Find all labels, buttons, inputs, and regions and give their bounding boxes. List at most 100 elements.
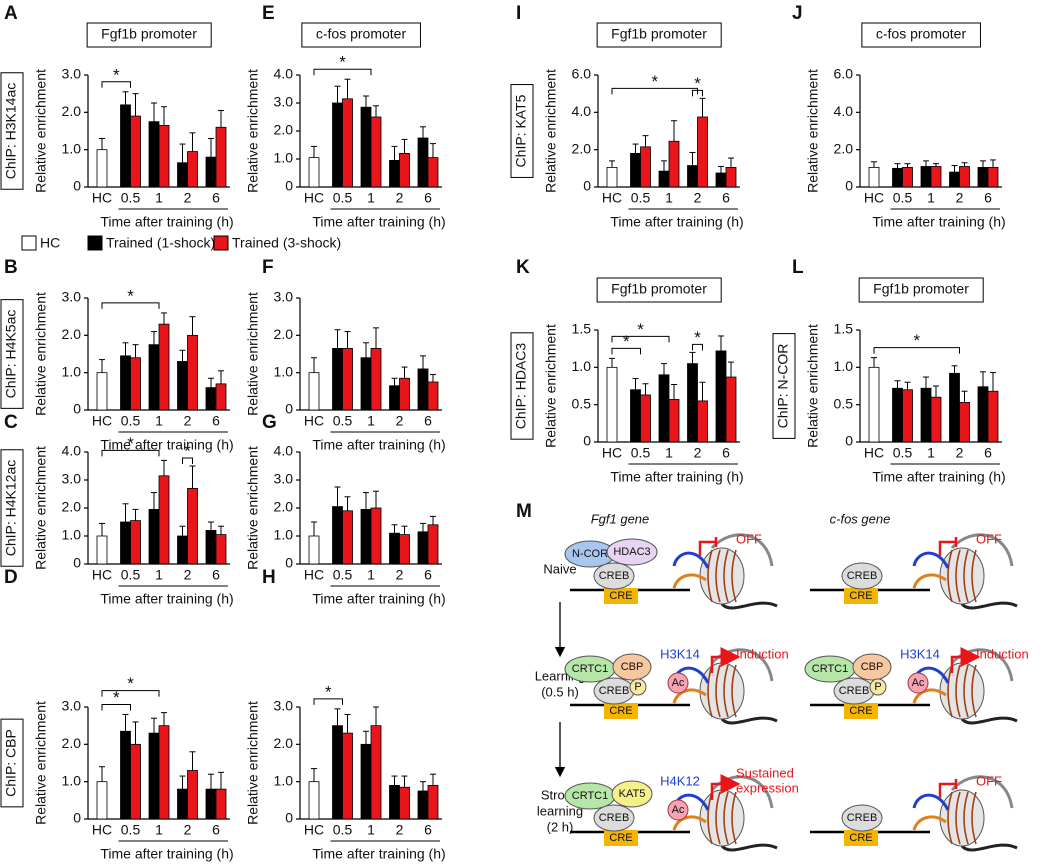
bar: [668, 140, 680, 188]
bar: [158, 323, 170, 411]
y-axis-label: Relative enrichment: [245, 69, 261, 193]
status-label: OFF: [736, 531, 762, 546]
x-axis-label: Time after training (h): [100, 846, 233, 862]
protein-label: CREB: [847, 570, 878, 582]
nucleosome: [939, 789, 985, 847]
y-tick-label: 2.0: [274, 499, 294, 515]
x-tick-label: 1: [155, 190, 163, 206]
panel-title: Fgf1b promoter: [101, 26, 197, 42]
bar: [308, 157, 320, 188]
histone-tail: [912, 688, 947, 704]
acetyl-mark: [667, 672, 689, 694]
x-tick-label: 1: [155, 567, 163, 583]
x-tick-label: 6: [424, 567, 432, 583]
cre-label: CRE: [849, 705, 872, 717]
y-axis-label: Relative enrichment: [33, 292, 49, 416]
bar: [130, 743, 141, 820]
x-tick-label: 2: [396, 822, 404, 838]
bar: [332, 506, 343, 565]
x-tick-label: 0.5: [333, 567, 353, 583]
nucleosome-dna: [955, 664, 961, 718]
significance-star: *: [184, 441, 191, 460]
y-tick-label: 1.5: [834, 321, 854, 337]
nucleosome-dna: [723, 549, 729, 603]
x-tick-label: 0.5: [121, 190, 141, 206]
x-axis-label: Time after training (h): [610, 214, 743, 230]
protein-label: CBP: [861, 661, 884, 673]
nucleosome-dna: [723, 791, 729, 845]
bar: [902, 389, 913, 443]
bar: [930, 396, 942, 443]
histone-tail: [912, 815, 947, 831]
status-label: expression: [736, 780, 799, 795]
x-tick-label: 0.5: [121, 567, 141, 583]
chip-label: ChIP: HDAC3: [513, 343, 529, 430]
x-tick-label: 2: [694, 445, 702, 461]
bar: [308, 372, 320, 411]
protein-label: CBP: [621, 661, 644, 673]
nucleosome-dna: [955, 549, 961, 603]
x-tick-label: 2: [184, 190, 192, 206]
protein-label: P: [874, 681, 881, 693]
x-tick-label: 1: [367, 190, 375, 206]
bar: [640, 394, 651, 443]
bar: [187, 770, 198, 820]
x-tick-label: 0.5: [333, 190, 353, 206]
nucleosome-dna: [731, 791, 737, 845]
bar: [902, 166, 913, 188]
x-tick-label: 6: [424, 190, 432, 206]
panel-title: Fgf1b promoter: [873, 281, 969, 297]
nucleosome-dna: [715, 664, 721, 718]
bar: [389, 532, 400, 565]
bar: [606, 366, 618, 443]
x-tick-label: HC: [602, 190, 622, 206]
chip-box: [0, 72, 24, 190]
bar: [417, 137, 429, 188]
panel-letter: K: [516, 257, 530, 278]
bar: [892, 167, 903, 188]
bar: [920, 387, 932, 443]
x-tick-label: 2: [956, 190, 964, 206]
bar: [96, 149, 108, 188]
dna-wrap: [720, 601, 778, 610]
significance-star: *: [623, 332, 630, 351]
legend-swatch: [21, 235, 37, 251]
bar: [630, 389, 641, 443]
x-tick-label: 6: [424, 822, 432, 838]
dna-wrap: [960, 601, 1018, 610]
y-tick-label: 1.0: [572, 358, 592, 374]
protein: [611, 780, 653, 808]
bar: [120, 104, 131, 188]
y-tick-label: 3.0: [62, 66, 82, 82]
bar: [177, 535, 188, 565]
bar: [308, 535, 320, 565]
protein-label: P: [634, 681, 641, 693]
bar: [205, 788, 217, 820]
histone-label: H3K14: [900, 646, 940, 661]
x-tick-label: 2: [396, 190, 404, 206]
protein: [629, 678, 647, 696]
bar: [399, 786, 410, 820]
panel-letter: J: [792, 3, 803, 24]
protein: [593, 804, 635, 832]
nucleosome-dna: [947, 549, 953, 603]
acetyl-mark: [907, 672, 929, 694]
significance-bracket: [101, 302, 160, 309]
bar: [687, 165, 698, 188]
bar: [389, 785, 400, 820]
y-tick-label: 0: [845, 178, 853, 194]
histone-tail: [672, 688, 707, 704]
dna-wrap: [710, 533, 774, 567]
y-tick-label: 1.5: [572, 321, 592, 337]
y-axis-label: Relative enrichment: [805, 324, 821, 448]
bar: [215, 534, 227, 565]
protein: [841, 804, 883, 832]
bar: [715, 350, 727, 443]
y-tick-label: 2.0: [274, 735, 294, 751]
chip-label: ChIP: CBP: [3, 729, 19, 797]
legend-swatch: [213, 235, 229, 251]
nucleosome-dna: [707, 549, 713, 603]
x-tick-label: 0.5: [631, 190, 651, 206]
bar: [177, 788, 188, 820]
bar: [399, 377, 410, 411]
